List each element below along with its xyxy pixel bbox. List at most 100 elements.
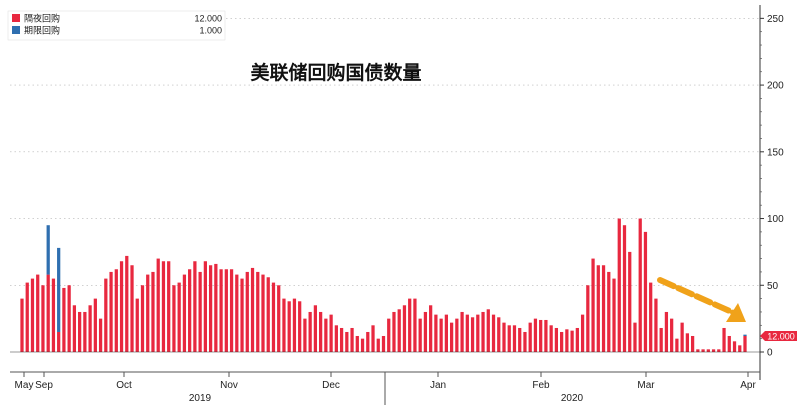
x-axis-ticks: May Sep Oct Nov Dec Jan Feb Mar Apr: [15, 372, 756, 391]
bar-overnight: [502, 322, 506, 352]
bar-overnight: [434, 314, 438, 352]
x-tick-label: Jan: [430, 380, 446, 391]
bar-overnight: [125, 255, 129, 352]
bar-overnight: [329, 314, 333, 352]
bar-overnight: [193, 261, 197, 352]
bar-overnight: [360, 338, 365, 352]
bar-overnight: [685, 333, 689, 352]
bar-overnight: [62, 287, 66, 352]
bar-overnight: [664, 311, 669, 352]
bar-overnight: [36, 274, 40, 352]
y-tick-label: 250: [767, 14, 784, 25]
bar-overnight: [591, 258, 595, 352]
bar-overnight: [622, 225, 627, 352]
bar-overnight: [423, 311, 428, 352]
bar-overnight: [596, 265, 600, 352]
bar-overnight: [25, 282, 29, 352]
bar-overnight: [701, 349, 705, 352]
x-tick-label: May: [15, 380, 34, 391]
bar-overnight: [507, 325, 511, 352]
bar-overnight: [46, 274, 50, 352]
last-value-marker: [760, 331, 797, 341]
bar-overnight: [219, 269, 223, 352]
bar-overnight: [146, 274, 150, 352]
bar-overnight: [303, 318, 307, 352]
bar-overnight: [229, 269, 234, 352]
bar-overnight: [366, 331, 370, 352]
year-label-2020: 2020: [561, 393, 584, 404]
bar-overnight: [560, 331, 564, 352]
bar-overnight: [732, 341, 737, 352]
bar-overnight: [250, 267, 255, 352]
bar-overnight: [140, 285, 145, 352]
y-tick-label: 100: [767, 214, 784, 225]
bar-overnight: [313, 305, 318, 352]
bar-overnight: [151, 271, 155, 352]
bar-overnight: [565, 329, 569, 352]
bar-overnight: [282, 298, 286, 352]
bar-overnight: [444, 314, 448, 352]
bar-overnight: [727, 335, 731, 352]
bar-overnight: [575, 327, 579, 352]
bar-overnight: [397, 309, 401, 352]
bar-overnight: [549, 325, 553, 352]
bar-overnight: [586, 285, 590, 352]
bar-overnight: [659, 327, 663, 352]
bar-overnight: [172, 285, 176, 352]
bar-overnight: [402, 305, 407, 352]
bar-overnight: [706, 349, 710, 352]
bar-overnight: [245, 271, 249, 352]
bar-overnight: [476, 314, 480, 352]
bar-overnight: [339, 327, 344, 352]
y-tick-label: 0: [767, 348, 773, 359]
bar-overnight: [429, 305, 433, 352]
bar-overnight: [350, 327, 354, 352]
last-value-tag: 12.000: [760, 331, 797, 342]
bar-overnight: [156, 258, 160, 352]
bar-overnight: [98, 318, 103, 352]
bar-overnight: [670, 318, 674, 352]
bar-overnight: [30, 278, 35, 352]
bar-overnight: [334, 325, 338, 352]
bar-overnight: [580, 314, 585, 352]
bar-overnight: [224, 269, 228, 352]
bar-overnight: [93, 298, 97, 352]
bar-overnight: [654, 298, 658, 352]
x-tick-label: Nov: [220, 380, 238, 391]
bar-overnight: [711, 349, 716, 352]
bar-overnight: [376, 338, 380, 352]
bar-overnight: [266, 277, 270, 352]
legend-value-overnight: 12.000: [194, 14, 222, 24]
bar-overnight: [418, 318, 422, 352]
bars: [20, 218, 747, 352]
bar-overnight: [308, 311, 312, 352]
bar-overnight: [271, 282, 276, 352]
bar-overnight: [533, 318, 538, 352]
bar-overnight: [292, 298, 297, 352]
legend-value-term: 1.000: [199, 26, 222, 36]
bar-overnight: [628, 251, 632, 352]
bar-overnight: [722, 327, 726, 352]
bar-overnight: [617, 218, 621, 352]
bar-overnight: [277, 285, 281, 352]
legend: 隔夜回购 12.000 期限回购 1.000: [7, 10, 226, 41]
year-label-2019: 2019: [189, 393, 212, 404]
bar-overnight: [638, 218, 642, 352]
bar-overnight: [690, 335, 695, 352]
bar-overnight: [408, 298, 412, 352]
bar-overnight: [83, 311, 87, 352]
bar-overnight: [460, 311, 464, 352]
bar-term: [46, 225, 50, 275]
bar-overnight: [203, 261, 207, 352]
bar-overnight: [88, 305, 92, 352]
bar-overnight: [161, 261, 166, 352]
bar-overnight: [345, 331, 349, 352]
last-value-label: 12.000: [767, 332, 795, 342]
bar-overnight: [319, 311, 323, 352]
bar-overnight: [188, 269, 192, 352]
bar-overnight: [119, 261, 124, 352]
y-axis-ticks: 0 50 100 150 200 250: [760, 14, 784, 359]
bar-overnight: [287, 301, 291, 352]
bar-overnight: [675, 338, 679, 352]
